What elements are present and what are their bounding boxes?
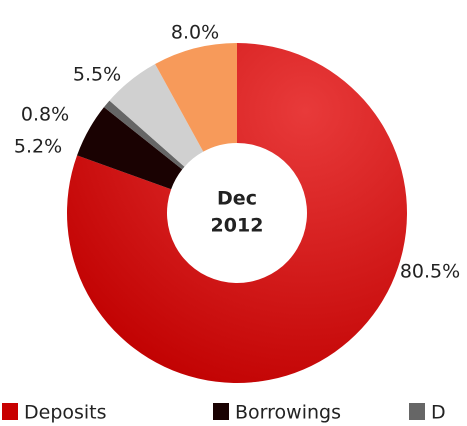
slice — [77, 107, 183, 190]
slice — [103, 100, 185, 170]
data-label: 8.0% — [171, 22, 219, 44]
data-label: 0.8% — [21, 104, 69, 126]
legend-label: D — [431, 402, 446, 424]
legend-swatch — [409, 403, 425, 420]
legend-label: Deposits — [24, 402, 107, 424]
slice — [155, 43, 237, 152]
slice — [109, 64, 204, 167]
slice — [67, 43, 408, 383]
legend-swatch — [2, 403, 18, 420]
data-label: 80.5% — [400, 261, 460, 283]
data-label: 5.5% — [73, 64, 121, 86]
center-label: 2012 — [211, 215, 264, 237]
donut — [67, 43, 408, 383]
legend-label: Borrowings — [235, 402, 341, 424]
center-label: Dec — [217, 188, 257, 210]
legend: Deposits Borrowings D — [2, 402, 446, 424]
legend-swatch — [213, 403, 229, 420]
data-label: 5.2% — [14, 136, 62, 158]
